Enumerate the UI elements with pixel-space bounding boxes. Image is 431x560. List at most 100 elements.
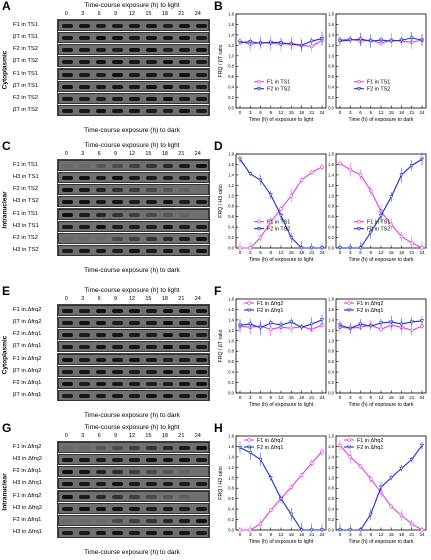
legend-label: F1 in Δfrq2	[357, 301, 383, 307]
y-tick-label: 1.8	[228, 434, 234, 439]
legend-label: F1 in TS1	[367, 79, 390, 85]
lane-label: 9	[114, 151, 118, 157]
protein-band	[112, 309, 124, 313]
protein-band	[179, 370, 191, 374]
lane-label: 21	[178, 11, 185, 17]
x-tick-label: 24	[419, 532, 425, 537]
protein-band	[145, 36, 157, 40]
protein-band	[162, 97, 174, 101]
legend-marker	[257, 219, 261, 224]
protein-band	[129, 48, 140, 52]
protein-band	[129, 458, 140, 462]
protein-band	[179, 60, 191, 64]
data-point	[419, 319, 425, 324]
x-tick-label: 18	[399, 532, 405, 537]
fraction-label: Intranuclear	[0, 442, 10, 542]
protein-band	[62, 446, 73, 450]
protein-band	[78, 188, 90, 192]
legend-marker	[347, 301, 351, 305]
x-tick-label: 18	[299, 532, 305, 537]
blot-row-label: F1 in TS1	[13, 162, 39, 168]
data-point	[258, 521, 263, 526]
x-tick-label: 9	[369, 250, 372, 255]
protein-band	[95, 394, 107, 398]
protein-band	[62, 507, 73, 511]
y-tick-label: 0.2	[228, 380, 234, 385]
y-tick-label: 0.4	[228, 507, 234, 512]
data-point	[389, 195, 394, 200]
protein-band	[179, 36, 191, 40]
protein-band	[95, 73, 107, 77]
gel-lane-strip	[58, 32, 209, 43]
blot-row: βT in TS1	[13, 81, 209, 92]
x-tick-label: 12	[378, 110, 384, 115]
lane-label: 18	[161, 11, 168, 17]
blot-bottom-title: Time-course exposure (h) to dark	[84, 549, 180, 556]
lane-label: 0	[64, 11, 68, 17]
data-point	[248, 246, 253, 250]
x-tick-label: 6	[259, 250, 262, 255]
x-tick-label: 18	[399, 395, 405, 400]
lane-label: 24	[194, 11, 201, 17]
y-tick-label: 0.6	[328, 359, 334, 364]
data-point	[268, 327, 273, 332]
protein-band	[129, 97, 140, 101]
y-tick-label: 0.0	[328, 528, 334, 533]
plot-frame	[335, 298, 427, 394]
protein-band	[162, 519, 174, 523]
protein-band	[179, 237, 191, 241]
panel-letter: F	[214, 284, 222, 298]
protein-band	[196, 109, 207, 113]
protein-band	[95, 176, 107, 180]
data-point	[389, 39, 394, 44]
gel-lane-strip	[58, 354, 209, 365]
blot-row: F2 in Δfrq1	[13, 466, 209, 477]
protein-band	[95, 495, 107, 499]
y-tick-label: 0.4	[328, 370, 334, 375]
protein-band	[78, 213, 90, 217]
data-point	[309, 528, 314, 533]
gel-lane-strip	[58, 221, 209, 232]
panel-letter: H	[214, 421, 223, 435]
y-tick-label: 0.8	[228, 349, 234, 354]
protein-band	[112, 176, 124, 180]
protein-band	[129, 60, 140, 64]
blot-row-label: F1 in TS1	[13, 71, 39, 77]
data-point	[299, 528, 304, 533]
data-point	[338, 161, 342, 166]
data-point	[348, 528, 353, 533]
data-point	[278, 323, 284, 328]
gel-lane-strip	[58, 466, 209, 477]
panel-letter: D	[214, 139, 223, 153]
protein-band	[129, 495, 140, 499]
legend-label: F1 in TS1	[267, 219, 290, 225]
lane-labels: 0 3 6 9 12 15 18 21 24	[58, 433, 206, 441]
protein-band	[196, 237, 207, 241]
protein-band	[95, 370, 107, 374]
blot-panel: E Time-course exposure (h) to light 0 3 6 9 12…	[0, 284, 214, 423]
x-tick-label: 9	[269, 110, 272, 115]
blot-row-label: βT in TS1	[13, 83, 39, 89]
protein-band	[179, 382, 191, 386]
data-point	[309, 39, 314, 44]
protein-band	[196, 394, 207, 398]
data-point	[289, 485, 294, 489]
y-tick-label: 1.6	[228, 307, 234, 312]
lane-label: 15	[145, 11, 152, 17]
x-tick-label: 3	[349, 110, 352, 115]
protein-band	[162, 358, 174, 362]
blot-row-label: H3 in TS2	[13, 198, 39, 204]
lane-label: 12	[128, 433, 136, 439]
plot: 0.0 0.2 0.4 0.6 0.8 1.0 1.2 1.4 1.6 1.8 0 3 6 9 12 15 18…	[328, 434, 427, 545]
data-point	[420, 528, 424, 532]
data-point	[309, 461, 314, 465]
blot-row: βT in Δfrq2	[13, 317, 209, 328]
protein-band	[112, 495, 124, 499]
protein-band	[129, 200, 140, 204]
protein-band	[129, 531, 140, 535]
protein-band	[145, 164, 157, 168]
protein-band	[112, 249, 124, 253]
protein-band	[179, 309, 191, 313]
blot-row-label: H3 in Δfrq2	[13, 505, 43, 511]
protein-band	[196, 176, 207, 180]
